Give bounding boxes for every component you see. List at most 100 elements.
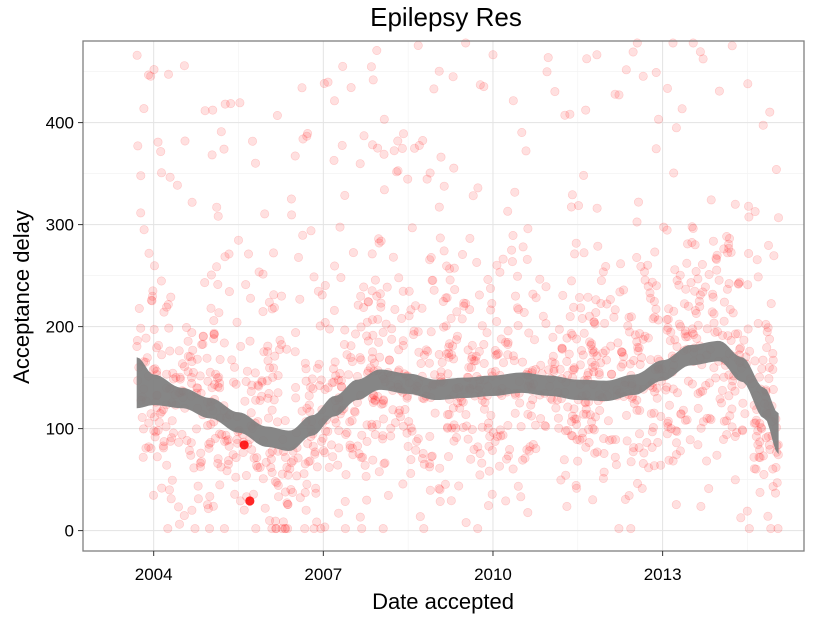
data-point [202,353,212,363]
data-point [739,335,749,345]
x-tick-label: 2010 [474,565,512,584]
data-point [523,409,533,419]
data-point [177,429,187,439]
data-point [596,358,606,368]
data-point [362,331,372,341]
data-point [429,285,439,295]
data-point [649,408,659,418]
data-point [379,459,389,469]
data-point [449,263,459,273]
data-point [242,366,252,376]
data-point [616,259,626,269]
data-point [273,492,283,502]
data-point [149,490,159,500]
y-tick-label: 100 [46,420,74,439]
data-point [180,136,190,146]
data-point [386,431,396,441]
data-point [215,383,225,393]
data-point [629,443,639,453]
data-point [345,440,355,450]
data-point [538,311,548,321]
data-point [356,322,366,332]
data-point [475,448,485,458]
data-point [203,376,213,386]
data-point [406,468,416,478]
data-point [339,339,349,349]
data-point [753,272,763,282]
data-point [633,346,643,356]
data-point [467,424,477,434]
data-point [686,278,696,288]
data-point [492,350,502,360]
data-point [277,469,287,479]
data-point [711,253,721,263]
data-point [367,354,377,364]
data-point [656,411,666,421]
data-point [398,286,408,296]
data-point [271,524,281,534]
data-point [672,275,682,285]
data-point [311,488,321,498]
data-point [576,345,586,355]
data-point [238,447,248,457]
data-point [628,47,638,57]
data-point [659,222,669,232]
data-point [635,329,645,339]
data-point [619,285,629,295]
data-point [735,277,745,287]
data-point [148,286,158,296]
data-point [254,267,264,277]
data-point [444,339,454,349]
data-point [446,313,456,323]
data-point [693,403,703,413]
data-point [300,488,310,498]
data-point [409,326,419,336]
data-point [398,421,408,431]
data-point [617,348,627,358]
data-point [723,331,733,341]
data-point [426,452,436,462]
data-point [635,405,645,415]
data-point [446,496,456,506]
data-point [244,249,254,259]
data-point [361,471,371,481]
data-point [498,358,508,368]
data-point [448,72,458,82]
data-point [182,322,192,332]
data-point [737,425,747,435]
data-point [738,426,748,436]
data-point [738,398,748,408]
data-point [136,208,146,218]
data-point [376,399,386,409]
data-point [336,382,346,392]
data-point [714,275,724,285]
data-point [198,331,208,341]
data-point [668,456,678,466]
data-point [441,349,451,359]
data-point [270,516,280,526]
data-point [650,312,660,322]
data-point [186,450,196,460]
data-point [183,336,193,346]
data-point [299,469,309,479]
data-point [474,346,484,356]
data-point [425,431,435,441]
data-point [206,303,216,313]
data-point [598,348,608,358]
data-point [215,429,225,439]
data-point [587,417,597,427]
data-point [397,313,407,323]
data-point [368,397,378,407]
data-point [524,446,534,456]
data-point [696,423,706,433]
data-point [346,353,356,363]
data-point [418,448,428,458]
data-point [555,364,565,374]
data-point [522,445,532,455]
data-point [728,376,738,386]
data-point [156,276,166,286]
data-point [213,211,223,221]
data-point [743,280,753,290]
data-point [436,152,446,162]
data-point [581,442,591,452]
